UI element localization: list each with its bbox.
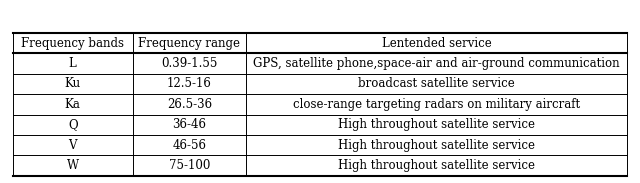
Text: broadcast satellite service: broadcast satellite service	[358, 77, 515, 90]
Text: 36-46: 36-46	[172, 118, 207, 131]
Text: Q: Q	[68, 118, 77, 131]
Text: 26.5-36: 26.5-36	[167, 98, 212, 111]
Text: Ku: Ku	[65, 77, 81, 90]
Text: High throughout satellite service: High throughout satellite service	[338, 118, 535, 131]
Text: 75-100: 75-100	[169, 159, 210, 172]
Text: Lentended service: Lentended service	[382, 37, 492, 50]
Text: Frequency range: Frequency range	[138, 37, 241, 50]
Text: 0.39-1.55: 0.39-1.55	[161, 57, 218, 70]
Text: L: L	[69, 57, 77, 70]
Text: 46-56: 46-56	[172, 139, 207, 152]
Text: High throughout satellite service: High throughout satellite service	[338, 139, 535, 152]
Text: V: V	[68, 139, 77, 152]
Text: High throughout satellite service: High throughout satellite service	[338, 159, 535, 172]
Text: Frequency bands: Frequency bands	[21, 37, 124, 50]
Text: 12.5-16: 12.5-16	[167, 77, 212, 90]
Text: GPS, satellite phone,space-air and air-ground communication: GPS, satellite phone,space-air and air-g…	[253, 57, 620, 70]
Text: Ka: Ka	[65, 98, 81, 111]
Text: close-range targeting radars on military aircraft: close-range targeting radars on military…	[293, 98, 580, 111]
Text: W: W	[67, 159, 79, 172]
